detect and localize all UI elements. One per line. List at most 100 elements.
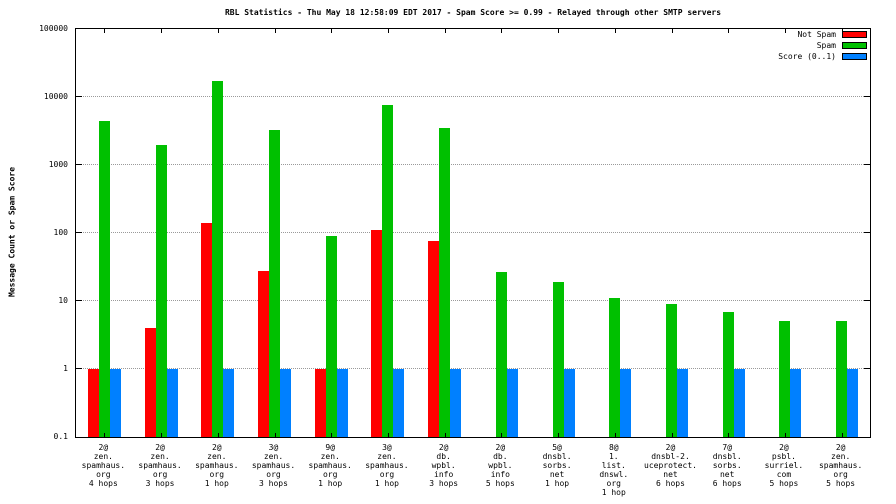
- x-tick-mark: [331, 433, 332, 437]
- x-tick-label: 3@ zen. spamhaus. org 3 hops: [251, 443, 296, 488]
- x-tick-label: 2@ zen. spamhaus. org 5 hops: [818, 443, 863, 488]
- bar-not-spam: [88, 369, 99, 437]
- bar-spam: [496, 272, 507, 437]
- x-tick-label: 2@ zen. spamhaus. org 1 hop: [195, 443, 239, 488]
- y-tick-mark: [76, 368, 82, 369]
- x-tick-label: 2@ zen. spamhaus. org 3 hops: [138, 443, 182, 488]
- y-tick-label: 10: [58, 296, 68, 305]
- y-tick-label: 1: [63, 364, 68, 373]
- x-tick-mark: [161, 29, 162, 33]
- x-tick-mark: [388, 433, 389, 437]
- bar-spam: [382, 105, 393, 437]
- x-tick-mark: [615, 433, 616, 437]
- bar-spam: [269, 130, 280, 437]
- x-tick-mark: [501, 433, 502, 437]
- x-tick-label: 2@ psbl. surriel. com 5 hops: [764, 443, 804, 488]
- chart-title: RBL Statistics - Thu May 18 12:58:09 EDT…: [224, 8, 722, 17]
- bar-spam: [439, 128, 450, 437]
- x-tick-mark: [558, 433, 559, 437]
- bar-spam: [99, 121, 110, 437]
- bar-spam: [156, 145, 167, 437]
- legend-label: Spam: [816, 41, 836, 50]
- y-tick-label: 0.1: [53, 432, 68, 441]
- legend-entry: Score (0..1): [778, 52, 867, 61]
- gridline: [76, 368, 870, 369]
- x-tick-label: 2@ zen. spamhaus. org 4 hops: [81, 443, 126, 488]
- bar-score-0-1: [337, 369, 348, 437]
- bar-spam: [609, 298, 620, 437]
- bar-score-0-1: [847, 369, 858, 437]
- legend-entry: Spam: [817, 41, 867, 50]
- bar-not-spam: [428, 241, 439, 437]
- plot-area: [75, 28, 871, 438]
- legend-label: Not Spam: [797, 30, 836, 39]
- bar-score-0-1: [677, 369, 688, 437]
- x-tick-mark: [161, 433, 162, 437]
- bar-score-0-1: [280, 369, 291, 437]
- y-tick-mark: [864, 232, 870, 233]
- gridline: [76, 300, 870, 301]
- y-tick-label: 100000: [39, 24, 68, 33]
- bar-not-spam: [201, 223, 212, 437]
- gridline: [76, 164, 870, 165]
- x-tick-mark: [331, 29, 332, 33]
- bar-not-spam: [315, 369, 326, 437]
- legend-entry: Not Spam: [797, 30, 867, 39]
- x-tick-mark: [785, 433, 786, 437]
- bar-spam: [779, 321, 790, 437]
- bar-score-0-1: [110, 369, 121, 437]
- bar-score-0-1: [620, 369, 631, 437]
- bar-score-0-1: [393, 369, 404, 437]
- x-tick-label: 3@ zen. spamhaus. org 1 hop: [365, 443, 409, 488]
- gridline: [76, 232, 870, 233]
- y-tick-label: 100: [53, 228, 68, 237]
- bar-score-0-1: [734, 369, 745, 437]
- x-tick-label: 5@ dnsbl. sorbs. net 1 hop: [542, 443, 572, 488]
- x-tick-mark: [672, 29, 673, 33]
- bar-not-spam: [258, 271, 269, 437]
- x-tick-mark: [445, 29, 446, 33]
- bar-not-spam: [145, 328, 156, 437]
- x-tick-label: 9@ zen. spamhaus. org 1 hop: [308, 443, 352, 488]
- x-tick-mark: [728, 29, 729, 33]
- bar-score-0-1: [564, 369, 575, 437]
- y-tick-mark: [76, 96, 82, 97]
- y-tick-mark: [76, 300, 82, 301]
- y-tick-label: 1000: [48, 160, 68, 169]
- bar-score-0-1: [450, 369, 461, 437]
- x-tick-mark: [218, 433, 219, 437]
- bar-spam: [836, 321, 847, 437]
- legend-swatch: [842, 42, 867, 49]
- x-tick-mark: [104, 433, 105, 437]
- x-tick-mark: [842, 433, 843, 437]
- legend-swatch: [842, 31, 867, 38]
- bar-spam: [553, 282, 564, 437]
- x-tick-label: 2@ db. wpbl. info 3 hops: [429, 443, 459, 488]
- x-tick-label: 8@ 1. list. dnswl. org 1 hop: [599, 443, 629, 497]
- x-tick-mark: [218, 29, 219, 33]
- x-tick-label: 7@ dnsbl. sorbs. net 6 hops: [712, 443, 742, 488]
- gridline: [76, 96, 870, 97]
- x-tick-label: 2@ dnsbl-2. uceprotect. net 6 hops: [644, 443, 697, 488]
- bar-spam: [666, 304, 677, 437]
- x-tick-mark: [728, 433, 729, 437]
- x-tick-mark: [785, 29, 786, 33]
- legend: Not Spam Spam Score (0..1): [778, 30, 867, 61]
- y-tick-mark: [864, 368, 870, 369]
- x-tick-mark: [388, 29, 389, 33]
- y-tick-mark: [864, 300, 870, 301]
- y-tick-mark: [864, 96, 870, 97]
- legend-label: Score (0..1): [778, 52, 836, 61]
- bar-score-0-1: [790, 369, 801, 437]
- x-tick-mark: [558, 29, 559, 33]
- x-tick-mark: [672, 433, 673, 437]
- bar-not-spam: [371, 230, 382, 437]
- y-tick-mark: [76, 164, 82, 165]
- y-tick-label: 10000: [43, 92, 68, 101]
- bar-spam: [723, 312, 734, 437]
- y-tick-mark: [76, 232, 82, 233]
- x-tick-mark: [615, 29, 616, 33]
- bar-score-0-1: [167, 369, 178, 437]
- bar-score-0-1: [507, 369, 518, 437]
- bar-score-0-1: [223, 369, 234, 437]
